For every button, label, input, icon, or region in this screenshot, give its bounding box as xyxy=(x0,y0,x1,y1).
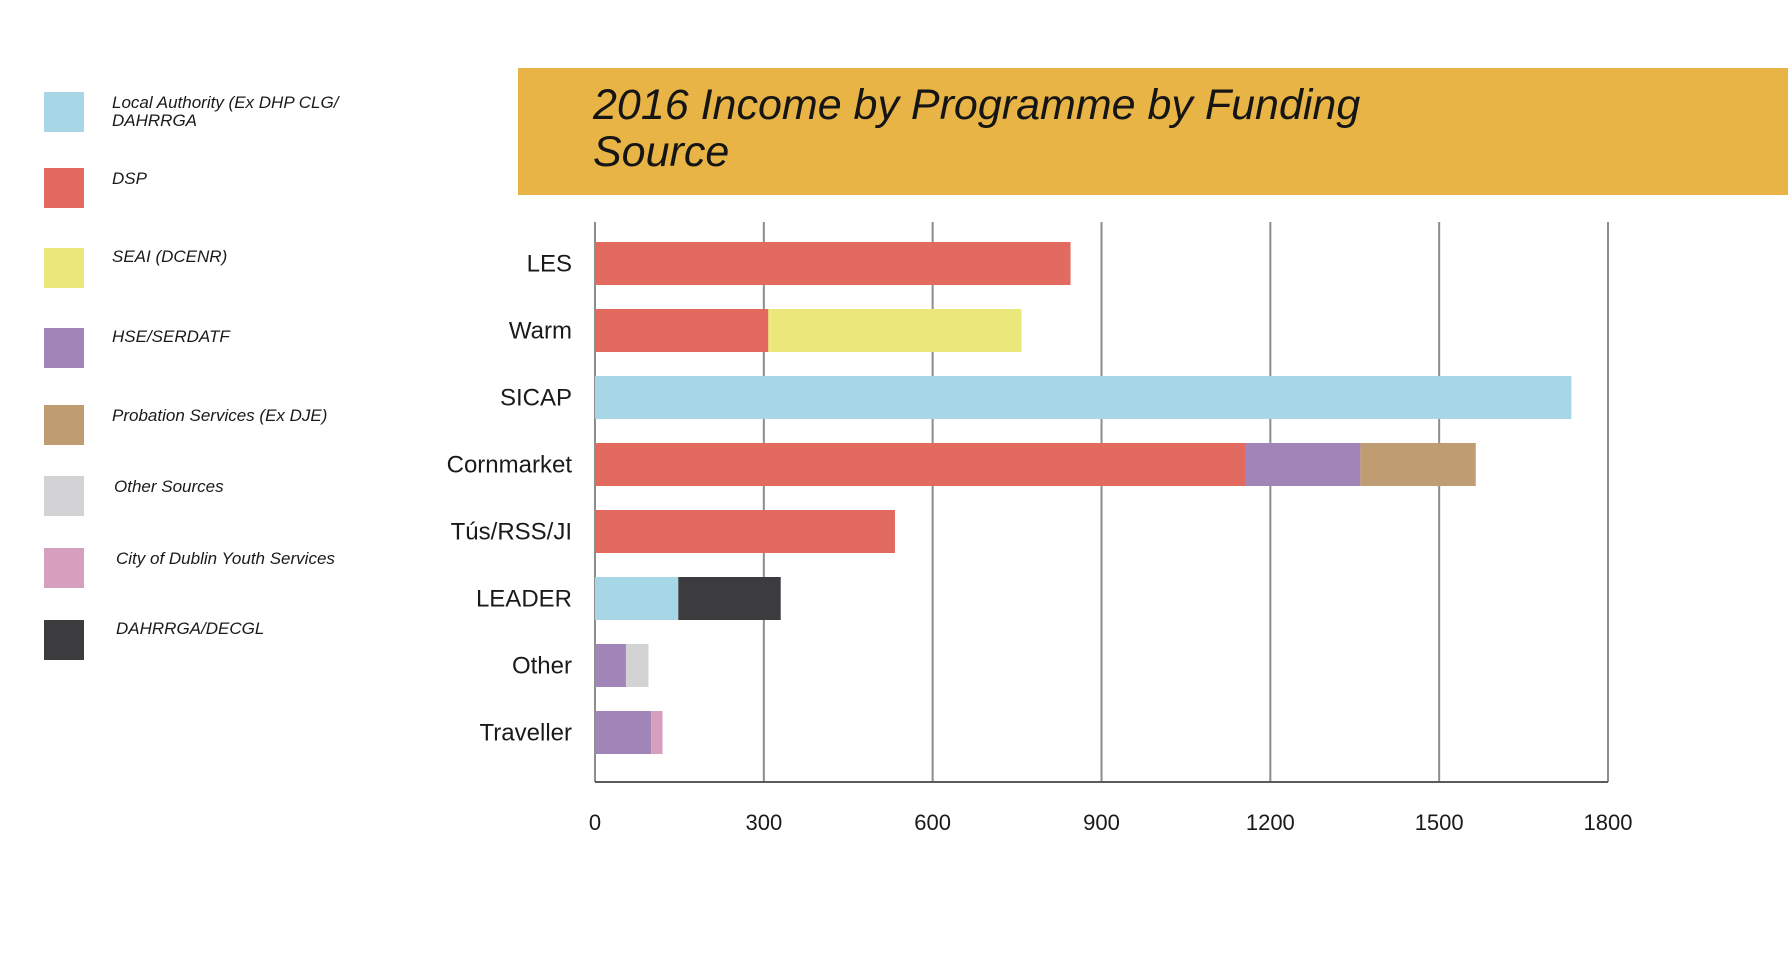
chart-legend: Local Authority (Ex DHP CLG/ DAHRRGA DSP… xyxy=(0,0,420,700)
x-tick-label: 600 xyxy=(914,810,951,835)
bar-segment xyxy=(595,510,895,553)
legend-swatch xyxy=(44,328,84,368)
legend-swatch xyxy=(44,92,84,132)
bar-segment xyxy=(625,644,649,687)
bar-segment xyxy=(595,376,1572,419)
category-label: Tús/RSS/JI xyxy=(451,519,572,546)
legend-label: HSE/SERDATF xyxy=(112,327,230,346)
bar-segment xyxy=(595,644,626,687)
legend-label: Local Authority (Ex DHP CLG/ DAHRRGA xyxy=(112,93,339,130)
legend-swatch xyxy=(44,405,84,445)
category-label: SICAP xyxy=(500,385,572,412)
chart-title: 2016 Income by Programme by Funding Sour… xyxy=(593,81,1361,176)
x-tick-label: 1800 xyxy=(1584,810,1633,835)
legend-label: Probation Services (Ex DJE) xyxy=(112,406,328,425)
category-label: LES xyxy=(527,251,572,278)
x-tick-label: 0 xyxy=(589,810,601,835)
category-label: Traveller xyxy=(480,720,572,747)
bar-segment xyxy=(595,309,769,352)
bar-segment xyxy=(595,711,652,754)
x-tick-label: 300 xyxy=(745,810,782,835)
legend-label: DAHRRGA/DECGL xyxy=(116,619,265,638)
bar-segment xyxy=(595,443,1246,486)
x-tick-label: 1200 xyxy=(1246,810,1295,835)
bar-segment xyxy=(678,577,781,620)
bar-segment xyxy=(1360,443,1476,486)
x-tick-label: 1500 xyxy=(1415,810,1464,835)
bar-segment xyxy=(1245,443,1361,486)
bar-segment xyxy=(595,577,679,620)
category-label: Cornmarket xyxy=(447,452,573,479)
legend-swatch xyxy=(44,248,84,288)
category-label: Other xyxy=(512,653,572,680)
legend-swatch xyxy=(44,548,84,588)
legend-swatch xyxy=(44,476,84,516)
bar-segment xyxy=(651,711,663,754)
bar-segment xyxy=(768,309,1022,352)
legend-label: SEAI (DCENR) xyxy=(112,247,228,266)
bar-segment xyxy=(595,242,1071,285)
legend-label: DSP xyxy=(112,169,147,188)
legend-swatch xyxy=(44,168,84,208)
category-label: LEADER xyxy=(476,586,572,613)
legend-label: Other Sources xyxy=(114,477,224,496)
category-label: Warm xyxy=(509,318,572,345)
title-banner: 2016 Income by Programme by Funding Sour… xyxy=(518,68,1788,195)
legend-label: City of Dublin Youth Services xyxy=(116,549,335,568)
legend-swatch xyxy=(44,620,84,660)
x-tick-label: 900 xyxy=(1083,810,1120,835)
